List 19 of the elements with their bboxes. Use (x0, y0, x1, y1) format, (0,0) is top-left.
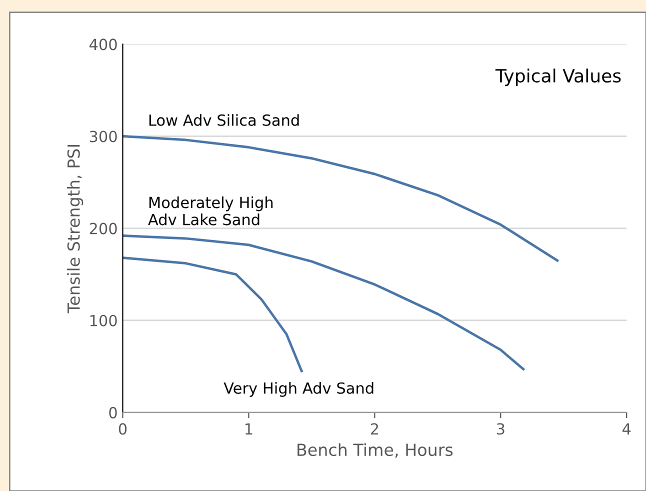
series-label: Moderately High Adv Lake Sand (148, 196, 273, 226)
y-tick-label: 300 (90, 130, 117, 142)
series-label: Very High Adv Sand (224, 382, 374, 397)
x-axis-title: Bench Time, Hours (298, 443, 453, 458)
annotation: Typical Values (495, 68, 621, 86)
series-label: Low Adv Silica Sand (149, 114, 299, 126)
line-series (122, 256, 303, 372)
y-tick-label: 0 (109, 406, 117, 418)
y-tick-label: 200 (90, 222, 117, 234)
x-tick-label: 2 (370, 423, 378, 434)
y-tick-label: 100 (90, 314, 117, 326)
x-tick-label: 0 (118, 423, 127, 435)
x-tick-label: 4 (622, 423, 631, 434)
x-tick-label: 3 (496, 423, 504, 435)
y-axis-title: Tensile Strength, PSI (67, 145, 84, 314)
line-series (122, 234, 525, 370)
y-tick-label: 400 (89, 38, 117, 50)
x-tick-label: 1 (246, 423, 252, 434)
line-series (122, 135, 559, 262)
